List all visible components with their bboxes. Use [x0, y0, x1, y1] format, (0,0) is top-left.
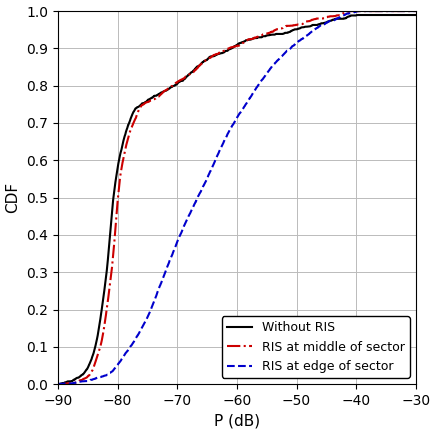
Without RIS	[368, 13, 373, 18]
RIS at middle of sector	[368, 8, 373, 13]
RIS at middle of sector	[413, 8, 419, 13]
Without RIS	[413, 13, 419, 18]
RIS at edge of sector	[96, 375, 101, 380]
RIS at middle of sector	[96, 350, 101, 355]
RIS at edge of sector	[55, 381, 61, 387]
RIS at middle of sector	[55, 381, 61, 387]
Without RIS	[406, 13, 412, 18]
Without RIS	[208, 54, 213, 59]
RIS at edge of sector	[406, 8, 412, 13]
RIS at edge of sector	[368, 8, 373, 13]
Without RIS	[117, 153, 123, 158]
Line: Without RIS: Without RIS	[58, 15, 416, 384]
RIS at middle of sector	[348, 8, 354, 13]
RIS at edge of sector	[193, 200, 198, 205]
Legend: Without RIS, RIS at middle of sector, RIS at edge of sector: Without RIS, RIS at middle of sector, RI…	[222, 316, 410, 378]
Line: RIS at middle of sector: RIS at middle of sector	[58, 11, 416, 384]
Without RIS	[96, 327, 101, 332]
RIS at middle of sector	[406, 8, 412, 13]
RIS at edge of sector	[117, 359, 123, 365]
Without RIS	[55, 381, 61, 387]
Without RIS	[193, 66, 198, 72]
X-axis label: P (dB): P (dB)	[214, 414, 260, 428]
RIS at middle of sector	[208, 55, 213, 60]
RIS at edge of sector	[413, 8, 419, 13]
Line: RIS at edge of sector: RIS at edge of sector	[58, 11, 416, 384]
RIS at middle of sector	[193, 68, 198, 73]
RIS at middle of sector	[117, 176, 123, 181]
Y-axis label: CDF: CDF	[6, 182, 20, 213]
RIS at edge of sector	[208, 168, 213, 173]
RIS at edge of sector	[356, 8, 361, 13]
Without RIS	[355, 13, 361, 18]
